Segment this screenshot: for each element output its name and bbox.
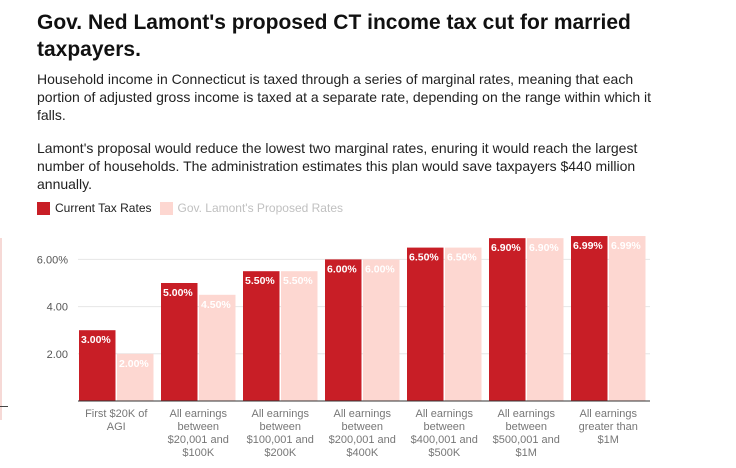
y-tick-label: 4.00: [47, 302, 68, 314]
x-category-label: All earnings between $20,001 and $100K: [168, 408, 229, 459]
x-category-label-line: $1M: [516, 447, 537, 459]
x-category-label-line: between: [505, 421, 547, 433]
bar-proposed-value-label: 2.00%: [119, 358, 149, 370]
x-category-label-line: between: [177, 421, 219, 433]
bar-current-value-label: 6.99%: [573, 240, 603, 252]
bar-proposed[interactable]: [609, 236, 646, 401]
bar-proposed-value-label: 6.00%: [365, 263, 395, 275]
x-category-label-line: All earnings: [498, 408, 556, 420]
x-category-label-line: All earnings: [416, 408, 474, 420]
bar-proposed-value-label: 4.50%: [201, 299, 231, 311]
x-category-label-line: $1M: [598, 434, 619, 446]
x-category-label: All earnings between $200,001 and $400K: [329, 408, 396, 459]
legend-label-current: Current Tax Rates: [55, 201, 152, 215]
bar-current-value-label: 5.50%: [245, 275, 275, 287]
x-category-label-line: $400,001 and: [411, 434, 478, 446]
bar-current[interactable]: [243, 271, 280, 401]
x-category-label: All earnings between $400,001 and $500K: [411, 408, 478, 459]
x-category-label-line: between: [259, 421, 301, 433]
x-category-label: All earnings between $100,001 and $200K: [247, 408, 314, 459]
legend-swatch-current: [37, 201, 50, 215]
x-category-label-line: $20,001 and: [168, 434, 229, 446]
legend-label-proposed: Gov. Lamont's Proposed Rates: [177, 201, 344, 215]
y-tick-label: 2.00: [47, 349, 68, 361]
y-tick-label: 6.00%: [37, 254, 68, 266]
legend-swatch-proposed: [159, 201, 173, 215]
bar-proposed-value-label: 6.90%: [529, 242, 559, 254]
left-baseline-tick: [0, 406, 8, 407]
bar-proposed[interactable]: [445, 247, 482, 401]
bar-proposed-value-label: 6.50%: [447, 252, 477, 264]
x-category-label-line: AGI: [107, 421, 126, 433]
bar-proposed-value-label: 5.50%: [283, 275, 313, 287]
bar-current[interactable]: [79, 330, 116, 401]
legend-item-proposed[interactable]: Gov. Lamont's Proposed Rates: [159, 201, 344, 215]
bar-proposed[interactable]: [117, 353, 154, 401]
x-category-label-line: All earnings: [580, 408, 638, 420]
bar-proposed[interactable]: [281, 271, 318, 401]
bar-chart: 2.00 4.00 6.00% 3.00% 5.00% 5.50% 6.00% 6.50% 6.…: [37, 236, 650, 459]
x-category-label-line: $400K: [346, 447, 378, 459]
description-paragraph-2: Lamont's proposal would reduce the lowes…: [37, 140, 638, 192]
x-category-label: All earnings between $500,001 and $1M: [493, 408, 560, 459]
bar-current[interactable]: [407, 247, 444, 401]
x-category-label-line: $200,001 and: [329, 434, 396, 446]
bar-current-value-label: 6.90%: [491, 242, 521, 254]
bar-proposed[interactable]: [363, 259, 400, 401]
bar-current[interactable]: [325, 259, 362, 401]
x-category-label-line: between: [341, 421, 383, 433]
bar-proposed[interactable]: [199, 294, 236, 401]
bar-proposed[interactable]: [527, 238, 564, 401]
bar-proposed-value-label: 6.99%: [611, 240, 641, 252]
bar-current-value-label: 3.00%: [81, 334, 111, 346]
x-category-label: First $20K of AGI: [85, 408, 148, 433]
x-category-label-line: $200K: [264, 447, 296, 459]
x-category-label-line: All earnings: [252, 408, 310, 420]
chart-title: Gov. Ned Lamont's proposed CT income tax…: [37, 11, 631, 61]
legend: Current Tax Rates Gov. Lamont's Proposed…: [37, 200, 351, 216]
bar-current[interactable]: [489, 238, 526, 401]
x-category-label-line: greater than: [579, 421, 638, 433]
bar-current[interactable]: [161, 283, 198, 401]
bar-current-value-label: 6.50%: [409, 252, 439, 264]
bar-current-value-label: 6.00%: [327, 263, 357, 275]
legend-item-current[interactable]: Current Tax Rates: [37, 201, 152, 215]
x-category-label-line: All earnings: [334, 408, 392, 420]
left-decorative-line: [0, 238, 2, 420]
x-category-label-line: between: [423, 421, 465, 433]
x-category-label-line: $500,001 and: [493, 434, 560, 446]
x-category-label-line: $100,001 and: [247, 434, 314, 446]
description-paragraph-1: Household income in Connecticut is taxed…: [37, 71, 652, 123]
x-category-label: All earnings greater than $1M: [579, 408, 638, 446]
x-category-label-line: All earnings: [170, 408, 228, 420]
x-category-label-line: $100K: [182, 447, 214, 459]
x-category-label-line: First $20K of: [85, 408, 148, 420]
x-category-label-line: $500K: [428, 447, 460, 459]
bar-current[interactable]: [571, 236, 608, 401]
bar-current-value-label: 5.00%: [163, 287, 193, 299]
